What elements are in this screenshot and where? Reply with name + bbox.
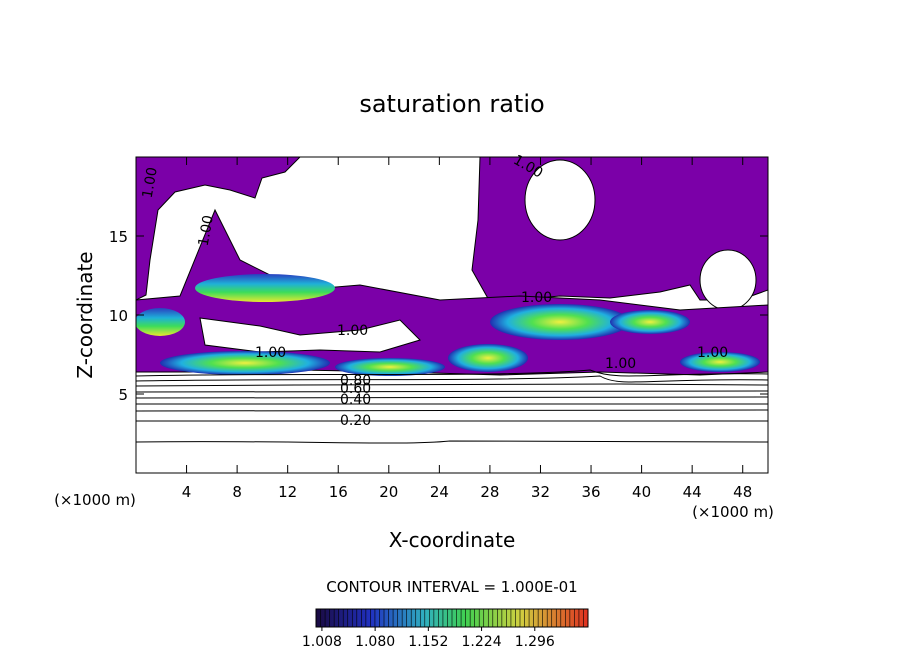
x-tick-label: 36 <box>581 483 600 501</box>
y-axis-label: Z-coordinate <box>73 251 97 378</box>
chart-title: saturation ratio <box>359 90 544 118</box>
contour-label: 0.20 <box>340 413 371 429</box>
cloud-blob <box>610 310 690 334</box>
cloud-blob <box>448 344 528 372</box>
contour-label: 1.00 <box>697 345 728 361</box>
region-hole <box>199 317 421 353</box>
contour-label: 0.40 <box>340 392 371 408</box>
cloud-blob <box>136 308 185 336</box>
x-tick-label: 16 <box>329 483 348 501</box>
contour-label: 0.80 <box>340 373 371 389</box>
x-tick-label: 20 <box>379 483 398 501</box>
x-tick-label: 44 <box>683 483 702 501</box>
colorbar-label: 1.296 <box>515 634 555 650</box>
contour-label: 1.00 <box>605 356 636 372</box>
region-fill <box>136 157 301 301</box>
cloud-blob <box>490 304 630 340</box>
colorbar-label: 1.224 <box>462 634 502 650</box>
contour-label: 0.60 <box>340 381 371 397</box>
contour-label: 1.00 <box>255 345 286 361</box>
x-tick-label: 28 <box>480 483 499 501</box>
cloud-blob <box>160 351 330 375</box>
contour-label: 1.00 <box>140 166 161 199</box>
cloud-blob <box>335 358 445 376</box>
cloud-blob <box>195 274 335 302</box>
contour-label: 1.00 <box>337 323 368 339</box>
x-tick-label: 48 <box>733 483 752 501</box>
x-tick-label: 8 <box>232 483 242 501</box>
field <box>136 157 768 444</box>
x-tick-label: 12 <box>278 483 297 501</box>
contour-labels: 1.00 1.00 1.00 1.00 1.00 1.00 1.00 1.00 … <box>140 152 728 429</box>
contour-interval: CONTOUR INTERVAL = 1.000E-01 <box>326 578 577 596</box>
x-tick-label: 24 <box>430 483 449 501</box>
colorbar-label: 1.152 <box>408 634 448 650</box>
contour-lines <box>136 369 768 444</box>
colorbar-label: 1.008 <box>302 634 342 650</box>
y-tick-label: 10 <box>109 307 128 325</box>
contour-label: 1.00 <box>521 290 552 306</box>
x-tick-label: 4 <box>182 483 192 501</box>
cloud-blob <box>680 352 760 372</box>
region-hole <box>524 159 596 241</box>
contour-label: 1.00 <box>196 214 217 247</box>
x-unit: (×1000 m) <box>54 491 136 509</box>
y-tick-label: 15 <box>109 228 128 246</box>
x-tick-label: 40 <box>632 483 651 501</box>
x-axis-label: X-coordinate <box>389 528 516 552</box>
y-tick-label: 5 <box>118 386 128 404</box>
region-hole <box>699 249 757 311</box>
x-tick-label: 32 <box>531 483 550 501</box>
colorbar-label: 1.080 <box>355 634 395 650</box>
y-unit: (×1000 m) <box>692 503 774 521</box>
